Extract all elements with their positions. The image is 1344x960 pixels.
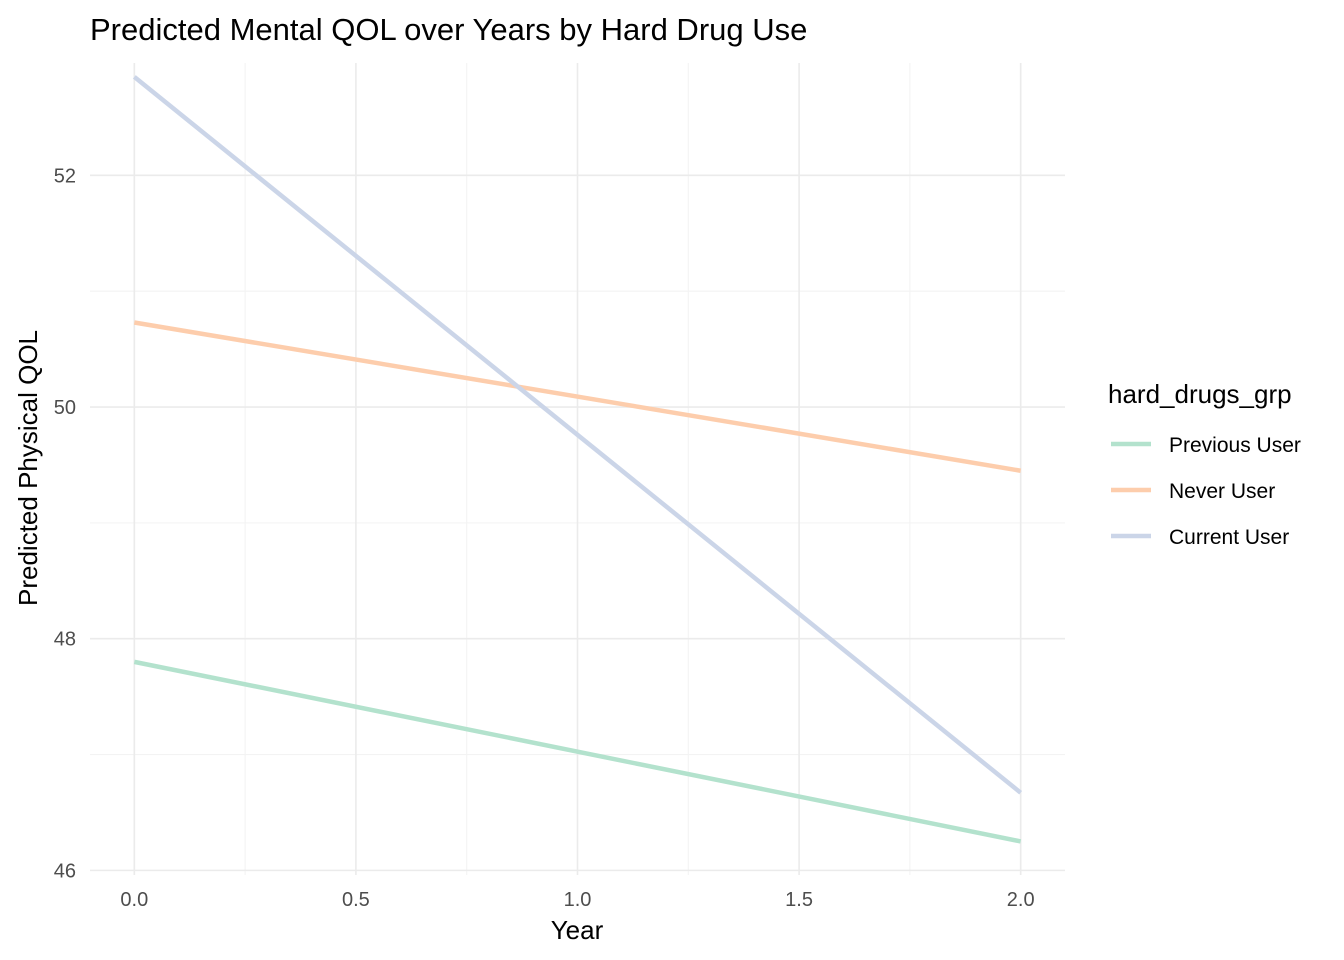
x-tick-label: 1.0 [564, 889, 592, 911]
y-tick-label: 50 [54, 397, 76, 419]
legend-label-never-user: Never User [1169, 480, 1275, 503]
legend-items: Previous User Never User Current User [1111, 434, 1301, 549]
y-tick-label: 48 [54, 629, 76, 651]
x-tick-label: 0.0 [120, 889, 148, 911]
legend: hard_drugs_grp Previous User Never User Cu… [1108, 379, 1301, 549]
legend-label-previous-user: Previous User [1169, 434, 1301, 457]
legend-title: hard_drugs_grp [1108, 379, 1292, 409]
x-axis-ticks: 0.0 0.5 1.0 1.5 2.0 [120, 889, 1034, 911]
x-axis-title: Year [551, 915, 604, 945]
x-tick-label: 0.5 [342, 889, 370, 911]
y-tick-label: 46 [54, 860, 76, 882]
x-tick-label: 1.5 [785, 889, 813, 911]
x-tick-label: 2.0 [1007, 889, 1035, 911]
y-axis-ticks: 46 48 50 52 [54, 165, 76, 882]
series-lines [132, 75, 1023, 844]
y-tick-label: 52 [54, 165, 76, 187]
major-gridlines [90, 63, 1065, 875]
series-line-never-user [133, 320, 1022, 473]
chart-title: Predicted Mental QOL over Years by Hard … [90, 12, 807, 47]
series-line-previous-user [133, 659, 1022, 844]
series-line-current-user [132, 75, 1023, 795]
y-axis-title: Predicted Physical QOL [13, 330, 43, 606]
legend-label-current-user: Current User [1169, 526, 1289, 549]
